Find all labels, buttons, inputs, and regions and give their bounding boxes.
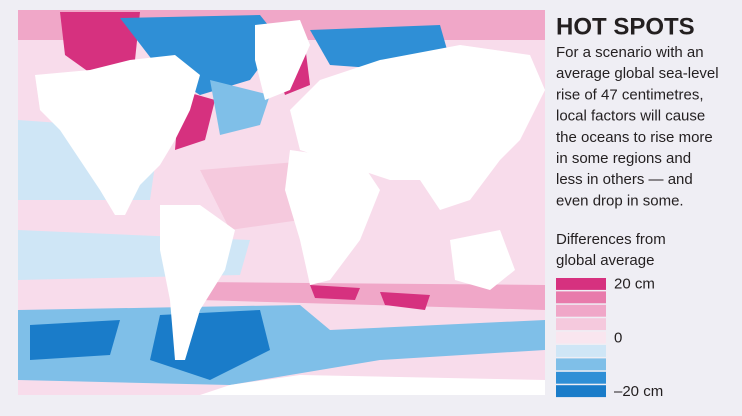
- legend-swatch: [556, 278, 606, 290]
- description-line: rise of 47 centimetres,: [556, 86, 704, 103]
- legend-swatch: [556, 331, 606, 344]
- description-line: the oceans to rise more: [556, 129, 713, 146]
- legend: Differences from global average 20 cm 0 –20 …: [556, 231, 666, 400]
- legend-swatch: [556, 358, 606, 371]
- map: [18, 10, 545, 395]
- description-line: less in others — and: [556, 171, 693, 188]
- legend-swatch: [556, 291, 606, 304]
- legend-label: 0: [614, 329, 622, 346]
- legend-label: –20 cm: [614, 383, 663, 400]
- description-line: local factors will cause: [556, 108, 705, 125]
- description-line: For a scenario with an: [556, 44, 704, 61]
- legend-label: 20 cm: [614, 276, 655, 293]
- legend-swatch: [556, 371, 606, 384]
- legend-swatch: [556, 385, 606, 398]
- description-line: average global sea-level: [556, 65, 719, 82]
- legend-swatch: [556, 304, 606, 317]
- legend-title: global average: [556, 252, 654, 269]
- legend-title: Differences from: [556, 231, 666, 248]
- legend-swatch: [556, 318, 606, 331]
- description-line: even drop in some.: [556, 192, 684, 209]
- description: For a scenario with an average global sea…: [556, 44, 719, 209]
- description-line: in some regions and: [556, 150, 691, 167]
- legend-swatch: [556, 345, 606, 357]
- title: HOT SPOTS: [556, 13, 695, 40]
